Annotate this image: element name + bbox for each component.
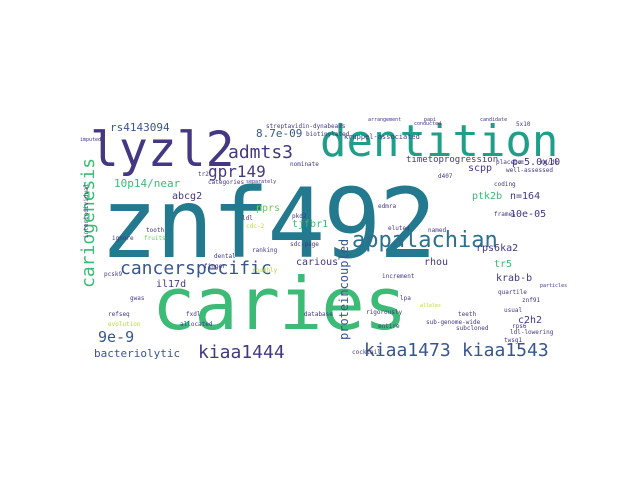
- word: pkd2: [292, 213, 307, 220]
- word: gwas: [130, 295, 145, 302]
- word: coding: [494, 181, 516, 188]
- word: categories: [208, 179, 245, 186]
- word: timetoprogression: [406, 155, 499, 165]
- word: usual: [504, 307, 523, 314]
- word: ignore: [112, 235, 134, 242]
- word: edmra: [378, 203, 397, 210]
- word: proteincoupled: [337, 238, 351, 340]
- word: papi: [424, 117, 437, 123]
- word: mg/dl: [540, 159, 559, 166]
- word: 8.7e-09: [256, 127, 303, 140]
- word: candidate: [480, 117, 508, 123]
- word: il17d: [156, 279, 187, 290]
- word: kiaa1543: [462, 340, 549, 361]
- word: tooth: [146, 227, 165, 234]
- word: cocktail: [352, 349, 381, 356]
- word: streptavidin-dynabeads: [266, 123, 346, 130]
- word: particles: [540, 283, 568, 289]
- word: twsg1: [504, 337, 523, 344]
- word: well-assessed: [506, 167, 553, 174]
- word: biotinylated: [306, 131, 350, 138]
- word: fruits: [144, 235, 166, 242]
- word: znf492: [100, 168, 437, 280]
- word: admts3: [228, 142, 294, 163]
- word: gpr149: [208, 162, 266, 181]
- word: znf91: [522, 297, 541, 304]
- word: placebo: [496, 159, 522, 166]
- word: 10p14/near: [114, 177, 181, 190]
- word: sub-genome-wide: [426, 319, 481, 326]
- word: kruppel-associated: [344, 133, 420, 141]
- word: arrangement: [368, 117, 402, 123]
- word: appalachian: [352, 228, 498, 253]
- word: alleles: [420, 303, 442, 309]
- word: allocated: [180, 321, 213, 328]
- word: eluted: [388, 225, 410, 232]
- word: entire: [378, 323, 400, 330]
- word: dental: [214, 253, 236, 260]
- word: database: [304, 311, 333, 318]
- word: 5x10: [516, 121, 531, 128]
- word: d407: [438, 173, 453, 180]
- word: subcloned: [456, 325, 489, 332]
- word: ldl: [242, 215, 253, 222]
- word: rs4143094: [110, 121, 170, 134]
- word: ptk2b: [472, 191, 503, 202]
- word: lpa: [400, 295, 411, 302]
- word: refseq: [108, 311, 130, 318]
- word: sdc-page: [290, 241, 319, 248]
- word: roughly: [252, 267, 278, 274]
- word: nominate: [290, 161, 319, 168]
- word: c2h2: [518, 315, 543, 326]
- word: quartile: [498, 289, 527, 296]
- word: tjfbr1: [292, 219, 329, 230]
- word: interindividual: [83, 183, 90, 238]
- word: imputed: [80, 137, 102, 143]
- word: fxdl: [186, 311, 201, 318]
- word: cancerspecific: [120, 258, 272, 279]
- word: dentition: [320, 116, 559, 167]
- word: evolution: [108, 321, 141, 328]
- word: named: [428, 227, 447, 234]
- word: ranking: [252, 247, 278, 254]
- word: bacteriolytic: [94, 347, 181, 360]
- word: rigorously: [366, 309, 403, 316]
- word: conducted: [414, 121, 442, 127]
- word: lyzl2: [90, 122, 235, 178]
- word: finger: [204, 263, 226, 270]
- word-cloud: znf492 caries dentition lyzl2 cariogenes…: [78, 116, 567, 366]
- word: cdc-2: [246, 223, 265, 230]
- word: ldl-lowering: [510, 329, 554, 336]
- word: increment: [382, 273, 415, 280]
- word: n=164: [510, 191, 541, 202]
- word: p=5.0x10: [512, 157, 561, 168]
- word: teeth: [458, 311, 477, 318]
- word: separately: [246, 179, 277, 185]
- word: kiaa1473: [364, 340, 451, 361]
- word: rps6: [512, 323, 527, 330]
- word: abcg2: [172, 191, 203, 202]
- word: 10e-05: [510, 209, 547, 220]
- word: tr2: [198, 171, 209, 178]
- word: kiaa1444: [198, 342, 285, 363]
- word: rhou: [424, 257, 449, 268]
- word: carious: [296, 257, 339, 268]
- word: pcsk9: [104, 271, 123, 278]
- word: frames: [494, 211, 516, 218]
- word: scpp: [468, 163, 493, 174]
- word: rps6ka2: [476, 243, 519, 254]
- word: tr5: [494, 259, 513, 270]
- word: caries: [152, 262, 407, 346]
- word: pprs: [256, 203, 281, 214]
- word: 9e-9: [98, 328, 135, 346]
- word: krab-b: [496, 273, 533, 284]
